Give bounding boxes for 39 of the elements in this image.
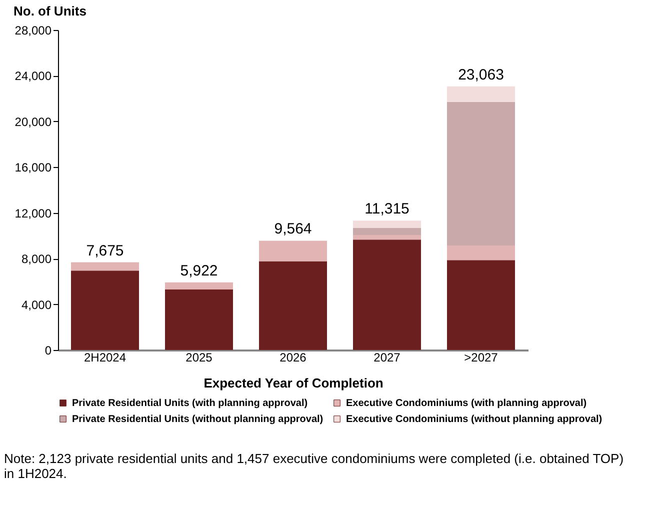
x-tick-label: >2027	[464, 350, 498, 364]
bar	[353, 235, 421, 240]
y-axis-title: No. of Units	[14, 4, 86, 18]
x-tick-label: 2026	[280, 350, 307, 364]
total-label: 23,063	[458, 66, 504, 84]
bar	[353, 220, 421, 228]
legend-label: Private Residential Units (with planning approval)	[72, 398, 308, 409]
y-tick-label: 8,000	[21, 252, 52, 266]
y-tick-label: 16,000	[14, 160, 52, 175]
bar	[447, 102, 515, 246]
y-tick-label: 28,000	[14, 24, 52, 38]
bar	[71, 262, 139, 271]
total-label: 7,675	[86, 242, 124, 260]
bar	[447, 260, 515, 350]
y-tick-label: 12,000	[14, 206, 52, 220]
x-tick-label: 2H2024	[84, 350, 126, 364]
bar	[71, 270, 139, 350]
bar	[259, 240, 327, 262]
y-tick-label: 20,000	[14, 114, 52, 129]
bar	[353, 228, 421, 236]
x-tick-label: 2025	[186, 350, 213, 364]
y-tick-label: 24,000	[14, 69, 52, 84]
bar	[259, 261, 327, 350]
total-label: 9,564	[274, 220, 312, 238]
bar	[165, 282, 233, 290]
legend-label: Private Residential Units (without planning approval)	[72, 414, 324, 425]
y-tick-label: 0	[44, 344, 52, 358]
total-label: 5,922	[180, 262, 218, 280]
x-axis-title: Expected Year of Completion	[204, 376, 384, 390]
bar	[447, 246, 515, 260]
bar	[447, 86, 515, 102]
legend-label: Executive Condominiums (without planning approval)	[346, 414, 602, 425]
y-tick-label: 4,000	[21, 298, 52, 312]
text: Note: 2,123 private residential units and 1,457 executive condominiums were completed (i.e. obtained TOP) in 1H2024.	[4, 451, 624, 481]
legend-label: Executive Condominiums (with planning approval)	[346, 398, 587, 409]
total-label: 11,315	[364, 200, 410, 218]
bar	[353, 240, 421, 350]
x-tick-label: 2027	[374, 350, 401, 364]
bar	[165, 290, 233, 350]
